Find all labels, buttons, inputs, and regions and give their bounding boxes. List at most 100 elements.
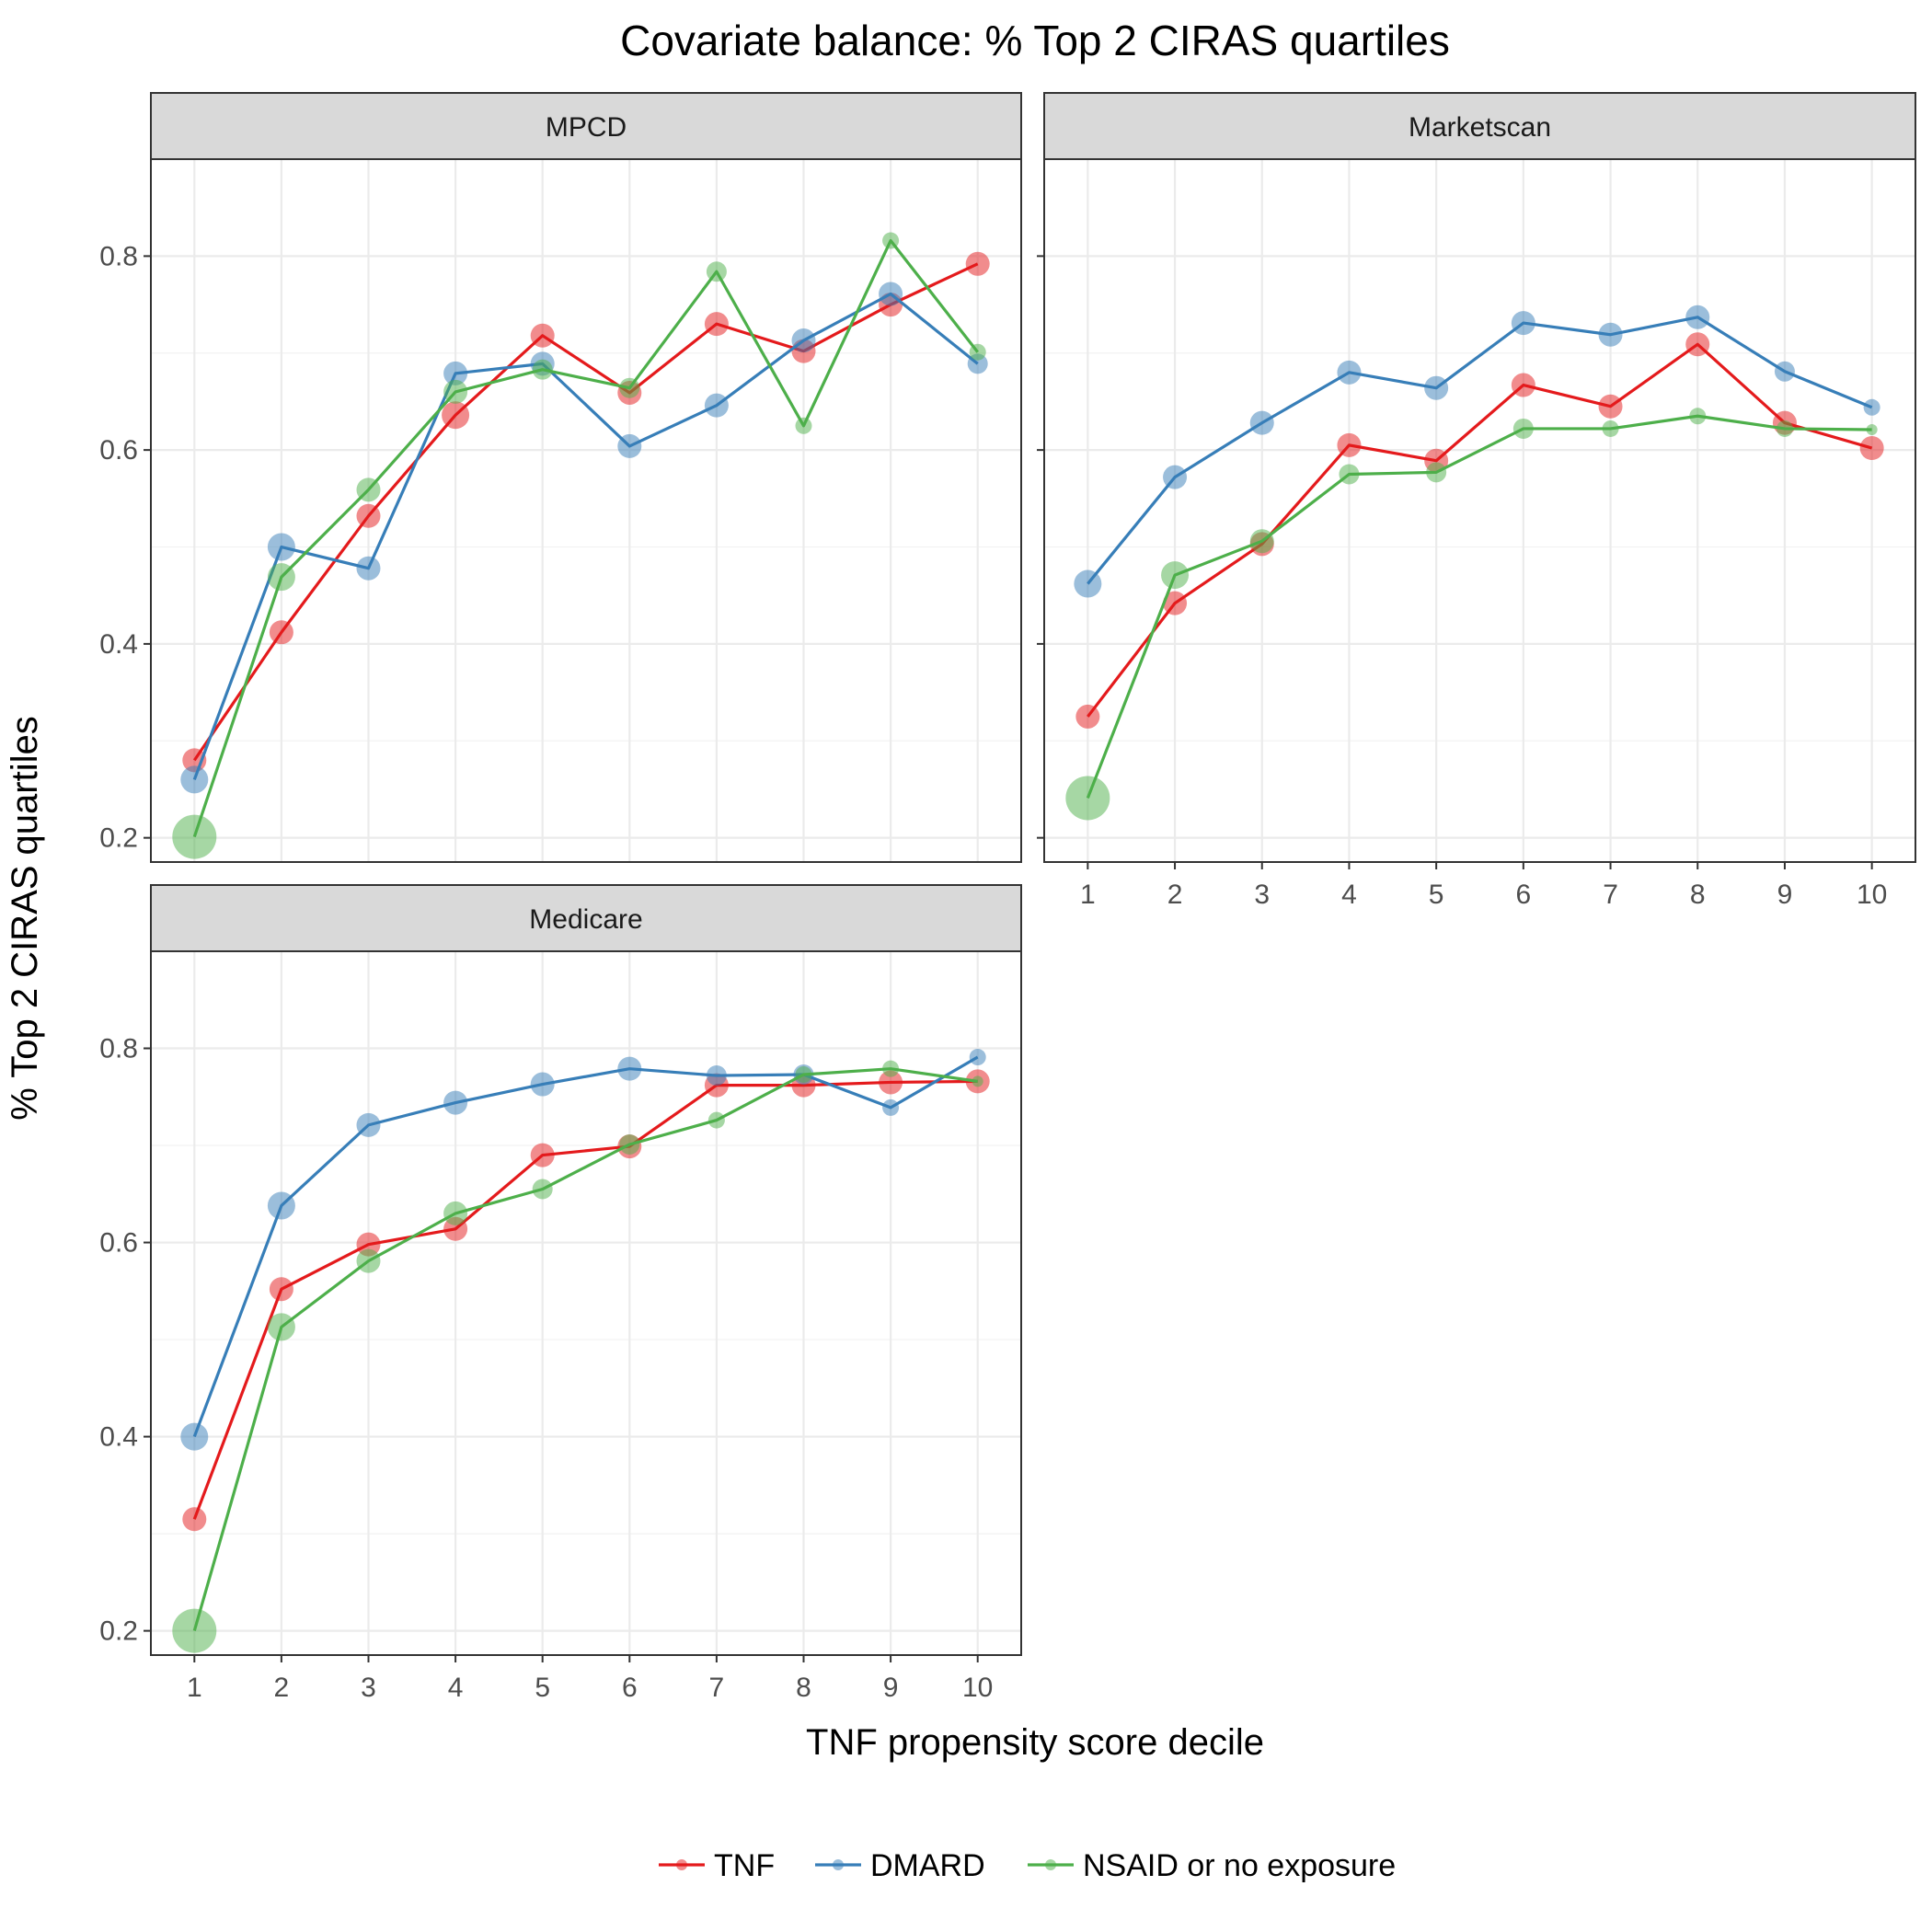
data-point-nsaid-or-no-exposure [619,1133,640,1155]
y-tick-label: 0.6 [99,435,138,466]
x-tick-label: 1 [1080,880,1096,910]
legend-key-point-tnf [676,1859,687,1870]
data-point-dmard [879,282,903,306]
data-point-tnf [1337,432,1362,457]
y-tick-label: 0.4 [99,629,138,660]
data-point-tnf [269,1277,293,1302]
data-point-nsaid-or-no-exposure [707,1111,725,1129]
data-point-tnf [965,251,990,276]
data-point-nsaid-or-no-exposure [1065,776,1110,821]
x-tick-label: 8 [1690,880,1706,910]
strip-label-medicare: Medicare [529,904,642,935]
data-point-tnf [1075,704,1100,729]
data-point-nsaid-or-no-exposure [267,563,295,592]
x-tick-label: 10 [1857,880,1887,910]
data-point-nsaid-or-no-exposure [1339,464,1360,485]
x-tick-label: 9 [1777,880,1793,910]
strip-marketscan [1043,92,1916,160]
legend-label-nsaid-or-no-exposure: NSAID or no exposure [1083,1848,1396,1883]
data-point-dmard [706,1065,727,1087]
y-tick-label: 0.2 [99,1616,138,1647]
x-tick-label: 5 [535,1673,550,1703]
y-tick-label: 0.2 [99,823,138,854]
data-point-dmard [267,533,295,561]
data-point-nsaid-or-no-exposure [532,1179,553,1200]
strip-medicare [150,884,1022,952]
data-point-tnf [1598,394,1623,419]
data-point-tnf [1511,373,1535,397]
data-point-dmard [617,433,642,458]
data-point-dmard [967,353,988,374]
x-tick-label: 8 [796,1673,811,1703]
y-tick-label: 0.6 [99,1228,138,1259]
data-point-tnf [1685,332,1710,357]
data-point-dmard [617,1056,642,1081]
series-line-nsaid-or-no-exposure [1086,414,1872,799]
data-point-nsaid-or-no-exposure [882,1060,900,1077]
series-line-dmard [1087,316,1873,585]
data-point-nsaid-or-no-exposure [619,377,640,398]
data-point-tnf [879,1070,903,1095]
data-point-dmard [1163,465,1188,489]
data-point-nsaid-or-no-exposure [443,379,468,404]
data-point-nsaid-or-no-exposure [443,1201,468,1225]
data-point-tnf [182,1507,207,1532]
x-tick-label: 4 [448,1673,464,1703]
data-point-dmard [443,361,468,385]
strip-label-mpcd: MPCD [546,112,627,143]
data-point-nsaid-or-no-exposure [969,343,986,361]
data-point-dmard [1511,311,1535,336]
plot-background [1044,159,1915,862]
series-line-tnf [1087,342,1873,718]
x-tick-label: 2 [1167,880,1183,910]
data-point-dmard [180,765,209,794]
data-point-dmard [1774,361,1795,382]
data-point-nsaid-or-no-exposure [172,1608,217,1653]
data-point-dmard [1863,398,1880,416]
data-point-dmard [1337,360,1362,385]
x-tick-label: 4 [1341,880,1357,910]
x-tick-label: 5 [1429,880,1444,910]
legend: TNF DMARD NSAID or no exposure [659,1848,1396,1883]
x-tick-label: 6 [1516,880,1532,910]
data-point-dmard [356,556,381,581]
data-point-tnf [530,1143,555,1167]
data-point-nsaid-or-no-exposure [972,1075,983,1087]
x-tick-label: 2 [274,1673,290,1703]
x-tick-label: 3 [1254,880,1270,910]
x-tick-label: 10 [962,1673,993,1703]
x-tick-label: 1 [187,1673,202,1703]
series-line-nsaid-or-no-exposure [192,238,979,838]
legend-label-dmard: DMARD [870,1848,985,1883]
data-point-dmard [356,1112,381,1137]
data-point-nsaid-or-no-exposure [795,417,812,434]
strip-mpcd [150,92,1022,160]
data-point-nsaid-or-no-exposure [1866,424,1878,436]
y-tick-label: 0.4 [99,1422,138,1453]
data-point-nsaid-or-no-exposure [882,232,900,249]
data-point-dmard [704,393,729,418]
x-axis-title: TNF propensity score decile [806,1722,1264,1763]
data-point-nsaid-or-no-exposure [706,261,727,282]
data-point-tnf [704,312,729,337]
data-point-tnf [1859,436,1884,461]
series-line-tnf [192,262,979,762]
data-point-nsaid-or-no-exposure [1249,529,1274,554]
x-tick-label: 7 [1603,880,1618,910]
data-point-nsaid-or-no-exposure [356,1248,381,1273]
y-tick-label: 0.8 [99,1034,138,1064]
data-point-tnf [442,401,470,430]
x-tick-label: 6 [622,1673,638,1703]
panel-marketscan: Marketscan 1 2 3 4 5 6 7 8 9 10 [1037,92,1916,910]
data-point-dmard [1685,305,1710,329]
data-point-nsaid-or-no-exposure [1426,462,1447,483]
data-point-dmard [180,1422,209,1451]
data-point-nsaid-or-no-exposure [1602,420,1619,437]
data-point-dmard [1598,322,1623,347]
data-point-dmard [530,1072,555,1097]
data-point-dmard [969,1049,986,1066]
data-point-tnf [356,1232,381,1257]
x-tick-label: 7 [709,1673,725,1703]
legend-item-dmard: DMARD [815,1848,985,1883]
